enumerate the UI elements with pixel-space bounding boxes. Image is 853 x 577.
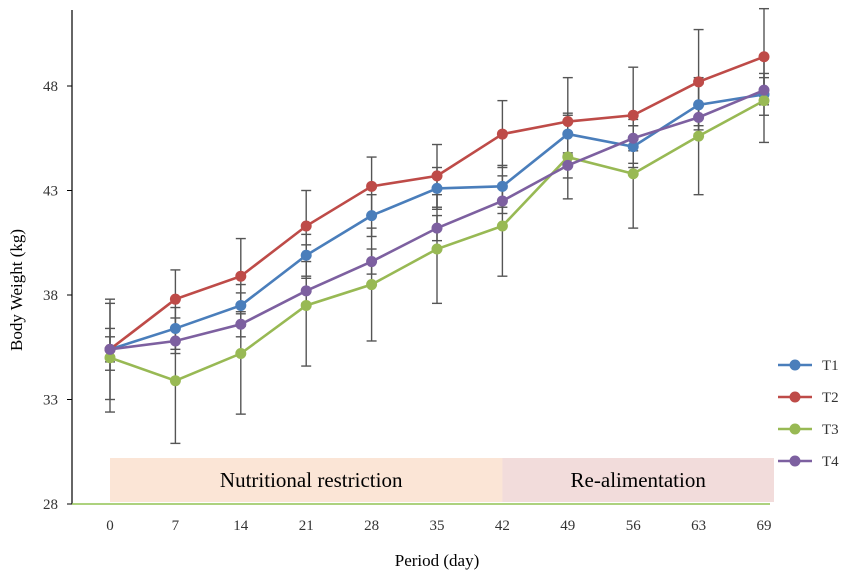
data-point-t1 (366, 210, 378, 222)
legend-item-t4: T4 (778, 454, 839, 470)
x-tick-label: 28 (364, 518, 379, 534)
y-tick-label: 43 (43, 184, 58, 200)
legend-item-t3: T3 (778, 422, 839, 438)
y-axis-title: Body Weight (kg) (7, 229, 26, 351)
legend-label: T4 (822, 454, 839, 470)
data-point-t1 (431, 182, 443, 194)
data-point-t3 (104, 352, 116, 364)
axes (71, 10, 770, 505)
data-point-t1 (496, 180, 508, 192)
data-point-t4 (693, 111, 705, 123)
data-point-t1 (693, 99, 705, 111)
data-point-t1 (562, 128, 574, 140)
data-point-t3 (627, 168, 639, 180)
x-tick-label: 49 (560, 518, 575, 534)
phase-label-1: Re-alimentation (571, 468, 707, 492)
data-point-t4 (300, 285, 312, 297)
data-point-t3 (300, 299, 312, 311)
data-point-t4 (366, 256, 378, 268)
x-tick-label: 21 (299, 518, 314, 534)
data-point-t2 (693, 76, 705, 88)
x-ticks: 0 7 14 21 28 35 42 49 56 63 69 (106, 518, 771, 534)
phase-band-0 (110, 458, 513, 502)
data-point-t2 (366, 180, 378, 192)
phase-label-0: Nutritional restriction (220, 468, 403, 492)
data-point-t3 (562, 151, 574, 163)
legend-swatch-marker (789, 423, 801, 435)
data-point-t3 (758, 95, 770, 107)
x-tick-label: 35 (430, 518, 445, 534)
data-point-t4 (104, 343, 116, 355)
x-tick-label: 0 (106, 518, 114, 534)
x-tick-label: 7 (172, 518, 180, 534)
data-point-t4 (758, 84, 770, 96)
data-point-t3 (431, 243, 443, 255)
data-point-t3 (496, 220, 508, 232)
data-point-t2 (300, 220, 312, 232)
data-point-t3 (693, 130, 705, 142)
legend-swatch-marker (789, 455, 801, 467)
data-point-t1 (627, 141, 639, 153)
legend-item-t1: T1 (778, 358, 839, 374)
data-point-t2 (562, 116, 574, 128)
y-tick-label: 48 (43, 79, 58, 95)
data-point-t4 (169, 335, 181, 347)
legend: T1 T2 T3 T4 (778, 358, 839, 470)
data-point-t2 (758, 51, 770, 63)
x-tick-label: 69 (757, 518, 772, 534)
data-point-t2 (496, 128, 508, 140)
data-point-t4 (496, 195, 508, 207)
data-point-t1 (300, 249, 312, 261)
data-point-t2 (235, 270, 247, 282)
x-tick-label: 14 (233, 518, 249, 534)
x-tick-label: 42 (495, 518, 510, 534)
y-tick-label: 38 (43, 288, 58, 304)
legend-label: T1 (822, 358, 839, 374)
data-point-t2 (169, 293, 181, 305)
data-point-t1 (169, 322, 181, 334)
series-lines (104, 51, 770, 387)
data-point-t3 (366, 279, 378, 291)
data-point-t4 (627, 132, 639, 144)
data-point-t1 (235, 299, 247, 311)
legend-label: T2 (822, 390, 839, 406)
data-point-t4 (562, 159, 574, 171)
legend-swatch-marker (789, 391, 801, 403)
legend-swatch-marker (789, 359, 801, 371)
data-point-t2 (431, 170, 443, 182)
data-point-t4 (235, 318, 247, 330)
x-tick-label: 63 (691, 518, 706, 534)
y-tick-label: 28 (43, 497, 58, 513)
phase-band-1 (502, 458, 774, 502)
legend-item-t2: T2 (778, 390, 839, 406)
legend-label: T3 (822, 422, 839, 438)
data-point-t3 (169, 375, 181, 387)
data-point-t4 (431, 222, 443, 234)
data-point-t3 (235, 348, 247, 360)
y-tick-label: 33 (43, 393, 58, 409)
y-ticks: 28 33 38 43 48 (43, 79, 72, 513)
x-axis-title: Period (day) (395, 551, 480, 570)
data-point-t2 (627, 109, 639, 121)
x-tick-label: 56 (626, 518, 642, 534)
phase-bands: Nutritional restriction Re-alimentation (110, 458, 774, 502)
